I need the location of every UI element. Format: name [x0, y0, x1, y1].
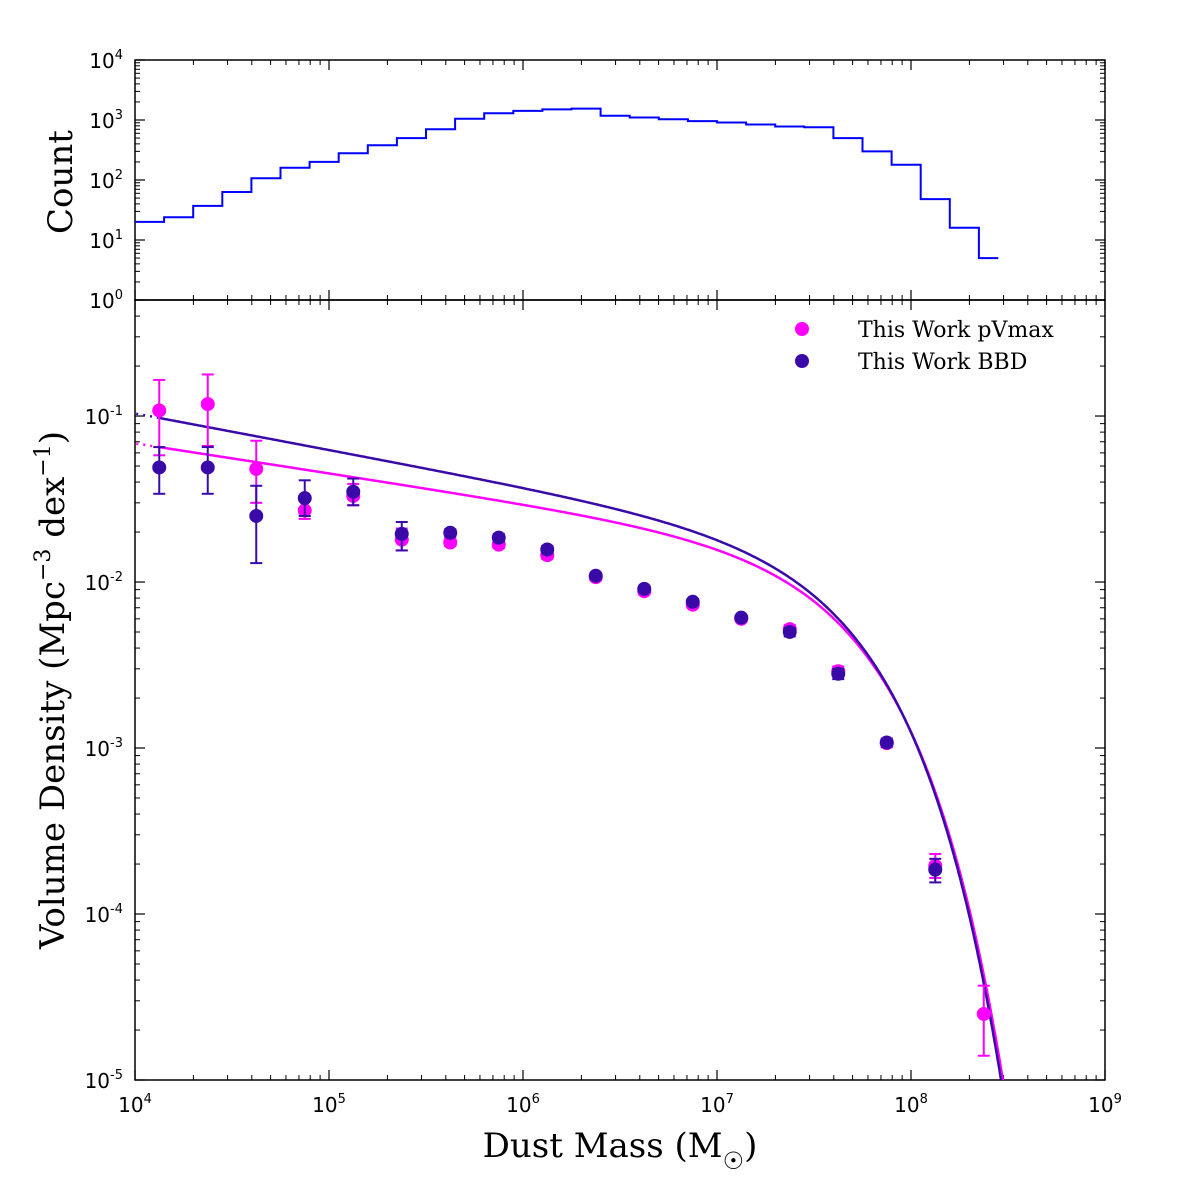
x-tick-label: 108	[894, 1092, 928, 1117]
data-point	[152, 403, 167, 418]
x-tick-label: 105	[312, 1092, 346, 1117]
fit-curve-extrapolated	[135, 412, 159, 420]
data-point	[782, 624, 797, 639]
data-point	[637, 581, 652, 596]
x-axis-label: Dust Mass (M☉)	[483, 1126, 758, 1175]
bottom-y-tick-label: 10-4	[85, 902, 123, 927]
data-point	[200, 397, 215, 412]
y-axis-label: Volume Density (Mpc−3 dex−1)	[31, 431, 73, 950]
top-y-axis-label: Count	[41, 130, 81, 234]
bottom-plot-area	[135, 373, 1005, 1080]
fit-curve	[159, 445, 1005, 1080]
data-point	[394, 526, 409, 541]
x-tick-label: 104	[118, 1092, 152, 1117]
legend-label: This Work pVmax	[858, 318, 1054, 343]
data-point	[540, 542, 555, 557]
data-point	[928, 862, 943, 877]
bottom-y-tick-label: 10-2	[85, 570, 123, 595]
data-point	[249, 461, 264, 476]
top-y-tick-label: 101	[89, 228, 123, 253]
data-point	[734, 610, 749, 625]
data-point	[831, 666, 846, 681]
top-y-tick-label: 100	[89, 288, 123, 313]
legend-label: This Work BBD	[858, 350, 1027, 375]
legend-marker	[795, 354, 809, 368]
histogram-panel: 100 101 102 103 104	[89, 48, 1106, 313]
top-y-tick-label: 102	[89, 168, 123, 193]
x-tick-label: 106	[506, 1092, 540, 1117]
data-point	[152, 460, 167, 475]
data-point	[879, 735, 894, 750]
luminosity-function-panel: 10-5 10-4 10-3 10-2 10-1 104 105 106 107 108 109	[85, 299, 1122, 1117]
data-point	[200, 460, 215, 475]
x-tick-label: 109	[1088, 1092, 1122, 1117]
x-tick-label: 107	[700, 1092, 734, 1117]
bottom-y-tick-label: 10-3	[85, 736, 123, 761]
bottom-y-tick-label: 10-5	[85, 1068, 123, 1093]
bottom-y-tick-label: 10-1	[85, 404, 123, 429]
top-plot-frame	[134, 59, 1106, 301]
legend-marker	[795, 322, 809, 336]
data-point	[491, 530, 506, 545]
legend: This Work pVmax This Work BBD	[795, 318, 1054, 375]
histogram-step-line	[135, 107, 999, 260]
top-y-tick-label: 104	[89, 48, 123, 73]
data-point	[588, 568, 603, 583]
data-point	[685, 594, 700, 609]
data-point	[976, 1006, 991, 1021]
data-point	[443, 525, 458, 540]
data-point	[297, 491, 312, 506]
fit-curve	[159, 416, 1003, 1080]
top-y-tick-label: 103	[89, 108, 123, 133]
data-point	[249, 508, 264, 523]
data-point	[346, 484, 361, 499]
fit-curve-extrapolated	[135, 442, 159, 449]
bottom-plot-frame	[134, 299, 1106, 1081]
